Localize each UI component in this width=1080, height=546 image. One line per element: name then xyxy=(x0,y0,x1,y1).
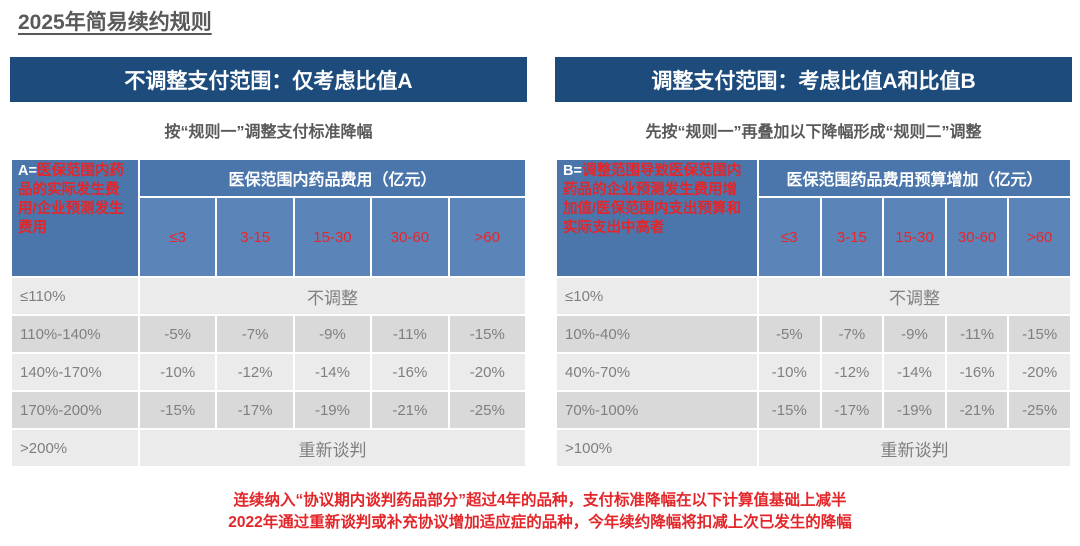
column-row: ≤3 3-15 15-30 30-60 >60 xyxy=(11,196,528,278)
cell: -25% xyxy=(447,390,528,430)
cell: -20% xyxy=(447,352,528,392)
cell: -19% xyxy=(292,390,373,430)
note-line: 连续纳入“协议期内谈判药品部分”超过4年的品种，支付标准降幅在以下计算值基础上减… xyxy=(233,492,847,509)
cell: -10% xyxy=(137,352,218,392)
cell: -21% xyxy=(944,390,1010,430)
column-header: 30-60 xyxy=(370,196,450,278)
slide-title: 2025年简易续约规则 xyxy=(18,11,212,34)
cell: 重新谈判 xyxy=(757,428,1072,468)
column-header: >60 xyxy=(447,196,528,278)
data-row: >200% 重新谈判 xyxy=(10,428,527,468)
cell: -15% xyxy=(447,314,528,354)
data-row: 140%-170% -10% -12% -14% -16% -20% xyxy=(10,352,528,392)
cell: -11% xyxy=(944,314,1010,354)
cell: -21% xyxy=(370,390,450,430)
cell: 不调整 xyxy=(757,276,1072,316)
data-row: ≤10% 不调整 xyxy=(555,276,1072,316)
panel: 调整支付范围：考虑比值A和比值B 先按“规则一”再叠加以下降幅形成“规则二”调整 B… xyxy=(555,57,1072,468)
cell: -5% xyxy=(137,314,218,354)
data-row: 170%-200% -15% -17% -19% -21% -25% xyxy=(10,390,528,430)
row-label: 70%-100% xyxy=(555,390,759,430)
corner-text: 医保范围内药品的实际发生费用/企业预测发生费用 xyxy=(18,163,124,236)
header-row: A=医保范围内药品的实际发生费用/企业预测发生费用 医保范围内药品费用（亿元） xyxy=(10,158,527,278)
cell: -5% xyxy=(757,314,822,354)
cell: -9% xyxy=(292,314,373,354)
data-row: 10%-40% -5% -7% -9% -11% -15% xyxy=(555,314,1072,354)
cell: -14% xyxy=(292,352,373,392)
panel-header: 不调整支付范围：仅考虑比值A xyxy=(10,57,527,102)
data-row: >100% 重新谈判 xyxy=(555,428,1072,468)
column-header: 15-30 xyxy=(882,196,947,278)
corner-text: 调整范围导致医保范围内药品的企业预测发生费用增加值/医保范围内支出预算和实际支出… xyxy=(563,163,742,236)
rule-table: B=调整范围导致医保范围内药品的企业预测发生费用增加值/医保范围内支出预算和实际… xyxy=(555,158,1072,468)
row-label: 110%-140% xyxy=(10,314,140,354)
cell: -19% xyxy=(882,390,947,430)
column-header: 3-15 xyxy=(819,196,885,278)
data-row: ≤110% 不调整 xyxy=(10,276,527,316)
note-line: 2022年通过重新谈判或补充协议增加适应症的品种，今年续约降幅将扣减上次已发生的… xyxy=(228,514,852,531)
row-label: 10%-40% xyxy=(555,314,759,354)
cell: -16% xyxy=(944,352,1010,392)
row-label: ≤10% xyxy=(555,276,759,316)
cell: -25% xyxy=(1007,390,1072,430)
cell: -7% xyxy=(819,314,885,354)
panel-subtitle: 先按“规则一”再叠加以下降幅形成“规则二”调整 xyxy=(645,124,982,141)
cell: -16% xyxy=(370,352,450,392)
rule-table: A=医保范围内药品的实际发生费用/企业预测发生费用 医保范围内药品费用（亿元） ≤3… xyxy=(10,158,528,468)
column-row: ≤3 3-15 15-30 30-60 >60 xyxy=(556,196,1072,278)
row-label: 40%-70% xyxy=(555,352,759,392)
cell: -15% xyxy=(1007,314,1072,354)
notes: 连续纳入“协议期内谈判药品部分”超过4年的品种，支付标准降幅在以下计算值基础上减… xyxy=(0,490,1080,534)
data-row: 40%-70% -10% -12% -14% -16% -20% xyxy=(555,352,1072,392)
cell: -7% xyxy=(215,314,295,354)
column-header: 3-15 xyxy=(215,196,295,278)
panel-header: 调整支付范围：考虑比值A和比值B xyxy=(555,57,1072,102)
cell: -17% xyxy=(819,390,885,430)
cell: -10% xyxy=(757,352,822,392)
panel: 不调整支付范围：仅考虑比值A 按“规则一”调整支付标准降幅 A=医保范围内药品的实际… xyxy=(10,57,528,468)
column-header: 30-60 xyxy=(944,196,1010,278)
row-label: ≤110% xyxy=(10,276,140,316)
corner-cell: A=医保范围内药品的实际发生费用/企业预测发生费用 xyxy=(10,158,140,278)
cell: -20% xyxy=(1007,352,1072,392)
cell: -12% xyxy=(819,352,885,392)
column-header: 15-30 xyxy=(292,196,373,278)
column-header: ≤3 xyxy=(757,196,822,278)
cell: -17% xyxy=(215,390,295,430)
corner-label: B= xyxy=(563,163,582,179)
cell: -12% xyxy=(215,352,295,392)
header-row: B=调整范围导致医保范围内药品的企业预测发生费用增加值/医保范围内支出预算和实际… xyxy=(555,158,1072,278)
cell: -15% xyxy=(137,390,218,430)
group-header: 医保范围内药品费用（亿元） xyxy=(138,158,527,198)
corner-label: A= xyxy=(18,163,37,179)
panel-subtitle: 按“规则一”调整支付标准降幅 xyxy=(164,124,373,141)
cell: -14% xyxy=(882,352,947,392)
column-header: ≤3 xyxy=(137,196,218,278)
row-label: 170%-200% xyxy=(10,390,140,430)
corner-cell: B=调整范围导致医保范围内药品的企业预测发生费用增加值/医保范围内支出预算和实际… xyxy=(555,158,759,278)
row-label: >200% xyxy=(10,428,140,468)
row-label: >100% xyxy=(555,428,759,468)
cell: -9% xyxy=(882,314,947,354)
row-label: 140%-170% xyxy=(10,352,140,392)
group-header: 医保范围药品费用预算增加（亿元） xyxy=(757,158,1072,198)
cell: 重新谈判 xyxy=(138,428,527,468)
cell: -11% xyxy=(370,314,450,354)
column-header: >60 xyxy=(1007,196,1072,278)
cell: -15% xyxy=(757,390,822,430)
data-row: 110%-140% -5% -7% -9% -11% -15% xyxy=(10,314,528,354)
cell: 不调整 xyxy=(138,276,527,316)
data-row: 70%-100% -15% -17% -19% -21% -25% xyxy=(555,390,1072,430)
